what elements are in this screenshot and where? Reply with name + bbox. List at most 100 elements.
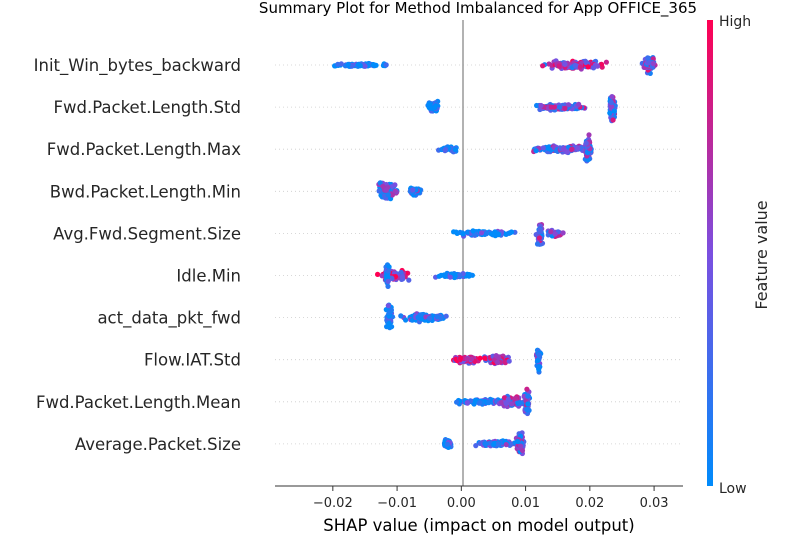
feature-label: Init_Win_bytes_backward (34, 56, 241, 76)
shap-point (611, 108, 617, 114)
shap-point (535, 358, 541, 364)
shap-point (548, 229, 554, 235)
x-tick-label: 0.00 (447, 496, 476, 511)
shap-point (577, 64, 583, 70)
shap-point (561, 146, 567, 152)
shap-point (515, 438, 521, 445)
x-tick-label: −0.02 (313, 496, 353, 511)
shap-point (427, 315, 433, 321)
shap-point (444, 441, 450, 447)
shap-point (436, 273, 442, 279)
shap-point (385, 192, 391, 198)
feature-row-points (383, 302, 449, 331)
shap-point (505, 396, 511, 402)
shap-point (609, 104, 615, 110)
shap-point (427, 105, 433, 111)
feature-label: Fwd.Packet.Length.Std (53, 98, 241, 117)
shap-point (377, 180, 383, 186)
shap-point (452, 147, 459, 153)
shap-point (583, 140, 589, 146)
shap-point (524, 406, 530, 412)
shap-point (466, 272, 472, 278)
shap-point (609, 94, 615, 100)
shap-point (537, 227, 543, 233)
shap-point (410, 187, 416, 193)
shap-point (538, 102, 544, 109)
shap-point (562, 61, 568, 67)
feature-row-points (451, 347, 544, 375)
shap-point (586, 132, 592, 138)
shap-point (477, 400, 483, 406)
x-tick-label: −0.01 (377, 496, 417, 511)
shap-point (540, 63, 546, 69)
feature-row-points (454, 386, 533, 417)
shap-point (460, 231, 466, 237)
shap-point (484, 231, 490, 237)
x-axis-label: SHAP value (impact on model output) (323, 516, 634, 535)
shap-point (398, 313, 404, 319)
feature-row-points (376, 180, 424, 202)
shap-point (434, 314, 440, 320)
shap-point (572, 62, 579, 69)
shap-point (519, 447, 526, 454)
shap-point (512, 395, 518, 401)
colorbar-high-label: High (719, 14, 751, 30)
shap-point (451, 229, 457, 235)
shap-point (386, 264, 392, 270)
feature-row-points (375, 262, 475, 289)
shap-point (495, 441, 501, 447)
shap-point (380, 183, 386, 189)
shap-point (598, 61, 605, 67)
feature-label: Fwd.Packet.Length.Mean (36, 393, 241, 412)
shap-point (608, 99, 614, 105)
shap-point (473, 443, 479, 449)
shap-point (389, 192, 395, 198)
shap-point (465, 229, 471, 235)
shap-point (536, 235, 543, 241)
feature-row-points (425, 94, 618, 124)
shap-point (494, 359, 500, 365)
shap-point (556, 63, 562, 69)
shap-point (442, 147, 448, 153)
shap-point (501, 395, 508, 401)
row-gridlines (275, 64, 683, 445)
x-tick-label: 0.02 (575, 496, 604, 511)
shap-point (560, 230, 566, 236)
shap-point (518, 443, 524, 449)
shap-point (386, 320, 392, 327)
shap-point (496, 231, 502, 237)
shap-point (464, 356, 470, 362)
feature-label: Idle.Min (176, 267, 241, 286)
shap-point (521, 393, 527, 399)
shap-point (540, 145, 547, 151)
shap-point (399, 274, 405, 280)
shap-point (565, 102, 572, 108)
shap-point (385, 303, 391, 309)
shap-point (585, 64, 591, 70)
shap-point (469, 356, 475, 362)
shap-point (496, 355, 502, 361)
shap-point (590, 65, 597, 71)
shap-point (575, 145, 581, 151)
feature-row-points (451, 222, 566, 247)
shap-point (479, 230, 485, 236)
shap-point (525, 393, 531, 399)
shap-point (403, 317, 409, 323)
feature-labels: Init_Win_bytes_backward Fwd.Packet.Length… (34, 56, 242, 454)
shap-point (552, 231, 558, 237)
shap-point (569, 146, 575, 152)
scatter-points (332, 55, 658, 457)
x-axis-ticks: −0.02 −0.01 0.00 0.01 0.02 0.03 (313, 486, 669, 511)
shap-point (470, 228, 476, 234)
chart-title: Summary Plot for Method Imbalanced for A… (259, 0, 697, 18)
feature-label: Fwd.Packet.Length.Max (47, 140, 241, 159)
shap-point (603, 59, 610, 65)
shap-point (335, 61, 341, 67)
shap-point (509, 401, 515, 407)
colorbar-title: Feature value (752, 200, 771, 309)
shap-point (534, 241, 541, 247)
feature-row-points (441, 430, 527, 457)
shap-point (383, 62, 389, 68)
feature-label: Flow.IAT.Std (144, 351, 241, 370)
